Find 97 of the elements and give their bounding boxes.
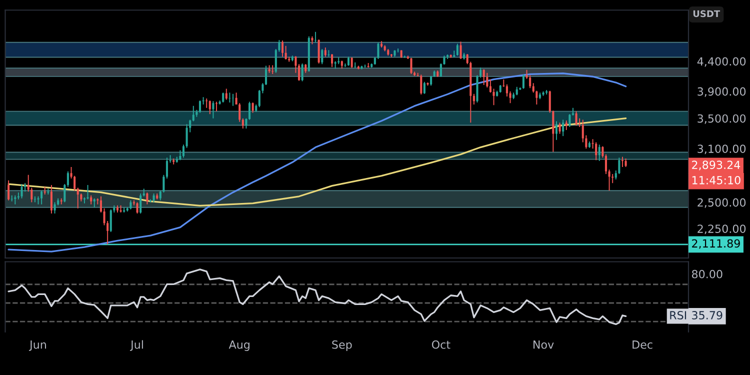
candlestick [621, 156, 624, 168]
candlestick [215, 101, 218, 112]
candlestick [482, 68, 485, 86]
candlestick [130, 200, 132, 210]
candlestick [284, 45, 287, 60]
candlestick [222, 92, 224, 103]
candlestick [558, 122, 561, 134]
candlestick [212, 100, 214, 119]
candlestick [140, 193, 142, 214]
y-tick-label: 3,100.00 [698, 144, 746, 154]
candlestick [522, 74, 524, 90]
y-tick-label: 3,500.00 [698, 114, 746, 124]
candlestick [110, 208, 112, 232]
y-tick-label: 2,250.00 [698, 224, 746, 234]
candlestick [602, 146, 604, 158]
candlestick [281, 40, 284, 58]
candlestick [318, 39, 320, 64]
candlestick [186, 124, 188, 148]
candlestick [64, 184, 66, 203]
y-tick-label: 2,500.00 [698, 198, 746, 208]
candlestick [136, 202, 138, 214]
text: 35.79 [692, 311, 722, 320]
candlestick [10, 194, 13, 202]
candlestick [294, 56, 297, 74]
legend-label: RSI [670, 311, 686, 320]
candlestick [248, 101, 251, 120]
candlestick [20, 184, 23, 199]
x-tick-label: Jun [29, 340, 46, 351]
candlestick [350, 56, 353, 69]
candlestick [595, 142, 598, 161]
candlestick [179, 150, 182, 161]
candlestick [34, 196, 36, 203]
candlestick [252, 102, 254, 114]
candlestick [146, 192, 148, 205]
candlestick [489, 78, 492, 94]
candlestick [486, 72, 488, 88]
candlestick [460, 41, 462, 60]
candlestick [604, 154, 608, 175]
text: 2,893.24 [692, 160, 740, 170]
candlestick [348, 56, 350, 66]
candlestick [410, 57, 412, 75]
candlestick [198, 100, 202, 114]
line-series [8, 72, 627, 252]
candlestick [245, 118, 248, 130]
candlestick [562, 119, 564, 137]
candlestick [298, 64, 300, 82]
candlestick [314, 31, 317, 44]
candlestick [225, 88, 228, 100]
text: 80.00 [692, 270, 722, 278]
candlestick [192, 105, 194, 122]
candlestick [506, 84, 508, 97]
candlestick [420, 74, 422, 96]
x-tick-label: Aug [228, 340, 250, 351]
candlestick [331, 53, 334, 68]
text: 11:45:10 [692, 176, 740, 184]
candlestick [169, 154, 172, 164]
candlestick [324, 46, 326, 58]
candlestick [301, 63, 304, 82]
candlestick [93, 198, 96, 208]
x-tick-label: Oct [432, 340, 450, 349]
candlestick [430, 75, 432, 86]
candlestick [608, 169, 610, 192]
candlestick [8, 180, 10, 201]
ref-line-label: 2,111.89 [692, 239, 740, 249]
candlestick [86, 184, 89, 200]
y-tick-label: 3,900.00 [698, 87, 746, 97]
candlestick [50, 184, 52, 214]
candlestick [575, 110, 578, 126]
candlestick [502, 78, 505, 88]
candlestick [321, 48, 324, 65]
candlestick [166, 157, 168, 180]
candlestick [264, 65, 268, 86]
x-tick-label: Dec [632, 340, 652, 349]
x-tick-label: Jul [130, 340, 143, 351]
candlestick [66, 170, 69, 188]
candlestick [423, 81, 426, 94]
candlestick [40, 190, 43, 205]
candlestick [242, 118, 244, 130]
candlestick [54, 202, 56, 214]
x-tick-label: Nov [534, 340, 554, 349]
candlestick [354, 62, 356, 69]
candlestick [364, 64, 366, 68]
candlestick [76, 187, 79, 209]
candlestick [555, 120, 558, 140]
candlestick [472, 93, 475, 105]
candlestick [456, 43, 458, 56]
line-series [8, 118, 627, 207]
y-tick-label: 4,400.00 [697, 57, 746, 67]
candlestick [565, 120, 568, 131]
candlestick [208, 100, 211, 115]
candlestick [228, 92, 231, 103]
candlestick [182, 144, 185, 158]
y-axis-title: USDT [693, 10, 720, 18]
x-tick-label: Sep [332, 340, 352, 351]
candlestick [47, 188, 50, 195]
candlestick [598, 144, 600, 162]
candlestick [568, 114, 571, 128]
